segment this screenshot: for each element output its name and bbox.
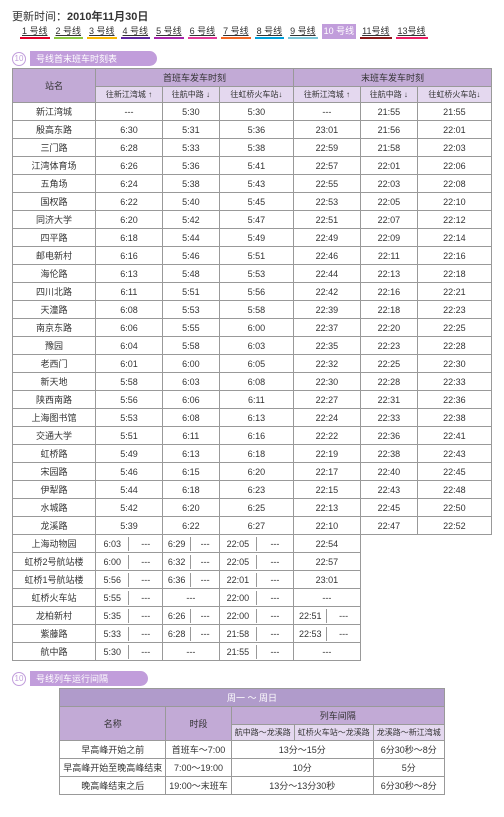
interval-table: 周一 ～ 周日名称时段列车间隔航中路～龙溪路虹桥火车站～龙溪路龙溪路～新江湾城早…	[59, 688, 445, 795]
table-row: 紫藤路5:33---6:28---21:58---22:53---	[13, 625, 492, 643]
table-row: 航中路5:30------21:55------	[13, 643, 492, 661]
table-row: 交通大学5:516:116:1622:2222:3622:41	[13, 427, 492, 445]
table-row: 伊犁路5:446:186:2322:1522:4322:48	[13, 481, 492, 499]
line-nav: 1 号线 2 号线3 号线 4 号线5 号线 6 号线7 号线 8 号线9 号线 10 号…	[20, 24, 428, 39]
table-row: 邮电新村6:165:465:5122:4622:1122:16	[13, 247, 492, 265]
line-nav-item[interactable]: 3 号线	[87, 24, 117, 39]
table-row: 江湾体育场6:265:365:4122:5722:0122:06	[13, 157, 492, 175]
table-row: 早高峰开始之前首班车～7:0013分～15分6分30秒～8分	[60, 741, 445, 759]
line-nav-item[interactable]: 6 号线	[188, 24, 218, 39]
table-row: 四平路6:185:445:4922:4922:0922:14	[13, 229, 492, 247]
table-row: 五角场6:245:385:4322:5522:0322:08	[13, 175, 492, 193]
section-1-header: 10 号线首末班车时刻表	[12, 51, 492, 66]
table-row: 虹桥火车站5:55------22:00------	[13, 589, 492, 607]
line-nav-item[interactable]: 4 号线	[121, 24, 151, 39]
line-nav-item[interactable]: 10 号线	[322, 24, 357, 39]
table-row: 天潼路6:085:535:5822:3922:1822:23	[13, 301, 492, 319]
update-date: 2010年11月30日	[67, 11, 148, 23]
line-nav-item[interactable]: 2 号线	[54, 24, 84, 39]
table-row: 水城路5:426:206:2522:1322:4522:50	[13, 499, 492, 517]
table-row: 四川北路6:115:515:5622:4222:1622:21	[13, 283, 492, 301]
update-time: 更新时间：2010年11月30日 1 号线 2 号线3 号线 4 号线5 号线 6 号…	[12, 8, 492, 45]
table-row: 宋园路5:466:156:2022:1722:4022:45	[13, 463, 492, 481]
table-row: 海伦路6:135:485:5322:4422:1322:18	[13, 265, 492, 283]
update-label: 更新时间：	[12, 11, 67, 23]
line-nav-item[interactable]: 1 号线	[20, 24, 50, 39]
table-row: 老西门6:016:006:0522:3222:2522:30	[13, 355, 492, 373]
line-nav-item[interactable]: 13号线	[396, 24, 428, 39]
table-row: 虹桥1号航站楼5:56---6:36---22:01---23:01	[13, 571, 492, 589]
table-row: 陕西南路5:566:066:1122:2722:3122:36	[13, 391, 492, 409]
table-row: 上海动物园6:03---6:29---22:05---22:54	[13, 535, 492, 553]
table-row: 豫园6:045:586:0322:3522:2322:28	[13, 337, 492, 355]
table-row: 南京东路6:065:556:0022:3722:2022:25	[13, 319, 492, 337]
table-row: 新天地5:586:036:0822:3022:2822:33	[13, 373, 492, 391]
table-row: 三门路6:285:335:3822:5921:5822:03	[13, 139, 492, 157]
section-1-title: 号线首末班车时刻表	[30, 51, 157, 66]
table-row: 虹桥路5:496:136:1822:1922:3822:43	[13, 445, 492, 463]
line-nav-item[interactable]: 7 号线	[221, 24, 251, 39]
table-row: 国权路6:225:405:4522:5322:0522:10	[13, 193, 492, 211]
table-row: 晚高峰结束之后19:00～末班车13分～13分30秒6分30秒～8分	[60, 777, 445, 795]
table-row: 同济大学6:205:425:4722:5122:0722:12	[13, 211, 492, 229]
table-row: 虹桥2号航站楼6:00---6:32---22:05---22:57	[13, 553, 492, 571]
section-2-header: 10 号线列车运行间隔	[12, 671, 492, 686]
line-nav-item[interactable]: 5 号线	[154, 24, 184, 39]
section-1-num: 10	[12, 52, 26, 66]
table-row: 龙柏新村5:35---6:26---22:00---22:51---	[13, 607, 492, 625]
line-nav-item[interactable]: 11号线	[360, 24, 391, 39]
table-row: 新江湾城---5:305:30---21:5521:55	[13, 103, 492, 121]
table-row: 上海图书馆5:536:086:1322:2422:3322:38	[13, 409, 492, 427]
section-2-title: 号线列车运行间隔	[30, 671, 148, 686]
timetable: 站名首班车发车时刻末班车发车时刻往新江湾城 ↑往航中路 ↓往虹桥火车站↓往新江湾…	[12, 68, 492, 661]
table-row: 龙溪路5:396:226:2722:1022:4722:52	[13, 517, 492, 535]
table-row: 殷高东路6:305:315:3623:0121:5622:01	[13, 121, 492, 139]
line-nav-item[interactable]: 8 号线	[255, 24, 285, 39]
section-2-num: 10	[12, 672, 26, 686]
line-nav-item[interactable]: 9 号线	[288, 24, 318, 39]
